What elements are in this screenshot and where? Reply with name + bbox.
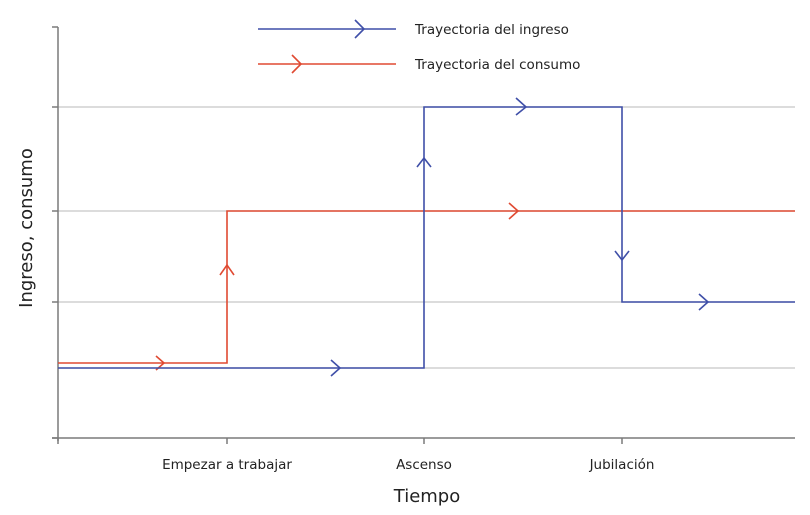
legend: Trayectoria del ingreso Trayectoria del … [258, 19, 580, 74]
legend-item-income: Trayectoria del ingreso [258, 19, 569, 39]
consumption-series [58, 202, 795, 371]
y-axis [52, 26, 59, 441]
x-tick-label-retirement: Jubilación [589, 457, 655, 473]
arrow-up-icon [416, 156, 432, 168]
income-series [58, 97, 795, 377]
arrow-right-icon [291, 54, 303, 74]
legend-label-consumption: Trayectoria del consumo [414, 57, 580, 73]
arrow-down-icon [614, 250, 630, 262]
y-axis-title: Ingreso, consumo [16, 148, 37, 308]
legend-label-income: Trayectoria del ingreso [414, 22, 569, 38]
gridlines [58, 106, 795, 369]
arrow-right-icon [508, 202, 520, 220]
arrow-up-icon [219, 263, 235, 276]
arrow-right-icon [698, 293, 710, 311]
x-axis [52, 437, 795, 444]
x-axis-title: Tiempo [393, 486, 461, 507]
x-tick-label-promotion: Ascenso [396, 457, 452, 473]
arrow-right-icon [354, 19, 366, 39]
arrow-right-icon [330, 359, 342, 377]
arrow-right-icon [515, 97, 528, 116]
legend-item-consumption: Trayectoria del consumo [258, 54, 580, 74]
x-tick-label-start-work: Empezar a trabajar [162, 457, 292, 473]
